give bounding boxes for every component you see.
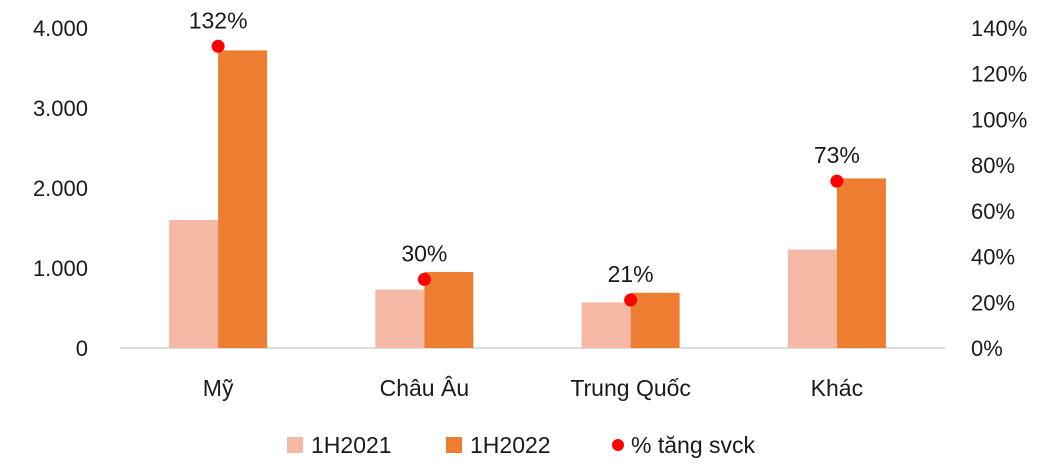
bar-1h2021 — [169, 220, 219, 348]
bar-1h2022 — [218, 50, 268, 349]
bar-1h2021 — [787, 249, 837, 348]
right-tick-label: 20% — [971, 290, 1015, 315]
legend-marker-growth — [612, 439, 624, 451]
right-tick-label: 120% — [971, 62, 1027, 87]
growth-point — [830, 174, 844, 188]
growth-point — [211, 39, 225, 53]
legend-swatch-1h2021 — [287, 437, 303, 453]
growth-data-label: 73% — [814, 142, 860, 168]
growth-point — [417, 272, 431, 286]
left-tick-label: 1.000 — [33, 256, 88, 281]
bars — [169, 50, 886, 349]
legend: 1H2021 1H2022 % tăng svck — [287, 432, 755, 458]
right-tick-label: 60% — [971, 199, 1015, 224]
legend-label-growth: % tăng svck — [631, 432, 755, 458]
bar-1h2022 — [424, 272, 474, 348]
right-tick-label: 80% — [971, 153, 1015, 178]
legend-label-1h2022: 1H2022 — [470, 432, 551, 458]
right-tick-label: 140% — [971, 16, 1027, 41]
legend-label-1h2021: 1H2021 — [311, 432, 392, 458]
left-axis: 0 1.000 2.000 3.000 4.000 — [33, 16, 88, 361]
right-tick-label: 0% — [971, 336, 1003, 361]
category-label: Mỹ — [203, 375, 234, 401]
growth-point — [624, 293, 638, 307]
category-label: Khác — [811, 375, 863, 401]
growth-points: 132% 30% 21% 73% — [189, 7, 860, 307]
growth-data-label: 132% — [189, 7, 248, 33]
right-tick-label: 100% — [971, 107, 1027, 132]
left-tick-label: 0 — [76, 336, 88, 361]
bar-1h2021 — [375, 289, 425, 348]
left-tick-label: 4.000 — [33, 16, 88, 41]
category-labels: Mỹ Châu Âu Trung Quốc Khác — [203, 375, 863, 401]
category-label: Trung Quốc — [570, 375, 691, 401]
left-tick-label: 3.000 — [33, 96, 88, 121]
right-tick-label: 40% — [971, 245, 1015, 270]
bar-1h2021 — [581, 302, 631, 348]
bar-1h2022 — [630, 292, 680, 348]
right-axis: 0% 20% 40% 60% 80% 100% 120% 140% — [971, 16, 1027, 361]
bar-1h2022 — [836, 178, 886, 348]
growth-data-label: 30% — [401, 240, 447, 266]
category-label: Châu Âu — [380, 375, 470, 401]
left-tick-label: 2.000 — [33, 176, 88, 201]
growth-data-label: 21% — [608, 261, 654, 287]
legend-swatch-1h2022 — [446, 437, 462, 453]
